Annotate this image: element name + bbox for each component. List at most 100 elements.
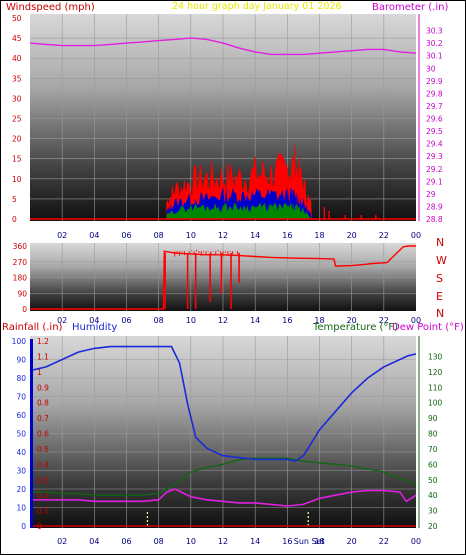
baro-y-tick-label: 29.6 (426, 115, 443, 124)
rainfall-y-tick-label: 1 (37, 368, 42, 377)
baro-y-tick-label: 30 (426, 64, 436, 73)
x-tick-label: 08 (154, 231, 164, 240)
rainfall-y-tick-label: 0.4 (37, 460, 49, 469)
humidity-y-tick-label: 100 (12, 337, 27, 346)
wind-y-tick-label: 0 (12, 215, 17, 224)
baro-y-tick-label: 28.8 (426, 215, 443, 224)
x-tick-label: 14 (250, 316, 260, 325)
temp-y-tick-label: 50 (428, 476, 438, 485)
humidity-y-tick-label: 30 (16, 467, 26, 476)
wind-y-tick-label: 35 (12, 74, 22, 83)
baro-y-tick-label: 29.5 (426, 127, 443, 136)
compass-label: W (436, 254, 447, 267)
temp-y-tick-label: 70 (428, 445, 438, 454)
x-tick-label: 18 (314, 537, 324, 546)
x-tick-label: 20 (347, 316, 357, 325)
temp-y-tick-label: 90 (428, 414, 438, 423)
dewpoint-axis-title: Dew Point (°F) (392, 322, 464, 333)
wind-y-tick-label: 10 (12, 175, 22, 184)
baro-y-tick-label: 29.2 (426, 165, 443, 174)
dir-y-tick-label: 180 (13, 274, 28, 283)
x-tick-label: 16 (282, 537, 292, 546)
x-tick-label: 02 (57, 537, 67, 546)
x-tick-label: 04 (89, 231, 99, 240)
baro-y-tick-label: 29 (426, 190, 436, 199)
x-tick-label: 16 (282, 316, 292, 325)
compass-label: S (436, 272, 443, 285)
barometer-axis-title: Barometer (.in) (372, 2, 448, 13)
x-tick-label: 06 (121, 231, 131, 240)
x-tick-label: 06 (121, 537, 131, 546)
wind-y-tick-label: 5 (12, 195, 17, 204)
x-tick-label: 00 (411, 316, 421, 325)
baro-y-tick-label: 29.3 (426, 152, 443, 161)
humidity-y-tick-label: 90 (16, 356, 26, 365)
temp-y-tick-label: 60 (428, 460, 438, 469)
x-tick-label: 16 (282, 231, 292, 240)
baro-y-tick-label: 29.9 (426, 77, 443, 86)
x-tick-label: 00 (411, 537, 421, 546)
dir-y-tick-label: 270 (13, 258, 28, 267)
temperature-axis-title: Temperature (°F) (312, 322, 398, 333)
x-tick-label: 10 (186, 537, 196, 546)
humidity-axis-title: Humidity (72, 322, 117, 333)
wind-y-tick-label: 30 (12, 94, 22, 103)
x-tick-label: 08 (154, 537, 164, 546)
x-tick-label: 06 (121, 316, 131, 325)
humidity-y-tick-label: 70 (16, 393, 26, 402)
compass-label: N (436, 307, 444, 320)
temp-y-tick-label: 40 (428, 491, 438, 500)
x-tick-label: 22 (379, 231, 389, 240)
temp-y-tick-label: 120 (428, 368, 443, 377)
dir-y-tick-label: 0 (22, 305, 27, 314)
temp-y-tick-label: 80 (428, 430, 438, 439)
rainfall-axis-bar (30, 339, 33, 528)
wind-low-area (166, 202, 312, 219)
wind-y-tick-label: 20 (12, 135, 22, 144)
temp-y-tick-label: 130 (428, 352, 443, 361)
x-tick-label: 02 (57, 231, 67, 240)
rainfall-y-tick-label: 0.3 (37, 476, 49, 485)
x-tick-label: 10 (186, 316, 196, 325)
windspeed-axis-title: Windspeed (mph) (6, 2, 95, 13)
x-tick-label: 22 (379, 537, 389, 546)
rainfall-axis-title: Rainfall (.in) (2, 322, 63, 333)
dir-y-tick-label: 360 (13, 242, 28, 251)
sunset-label: Sun Set (294, 537, 325, 546)
rainfall-y-tick-label: 0.9 (37, 383, 49, 392)
x-tick-label: 20 (347, 231, 357, 240)
humidity-y-tick-label: 10 (16, 504, 26, 513)
temp-y-tick-label: 30 (428, 507, 438, 516)
rainfall-y-tick-label: 1.2 (37, 337, 49, 346)
humidity-y-tick-label: 40 (16, 448, 26, 457)
humidity-line (29, 345, 417, 463)
x-tick-label: 14 (250, 231, 260, 240)
wind-y-tick-label: 25 (12, 115, 22, 124)
x-tick-label: 18 (314, 231, 324, 240)
rainfall-y-tick-label: 0.7 (37, 414, 49, 423)
x-tick-label: 12 (218, 231, 228, 240)
wind-y-tick-label: 50 (12, 14, 22, 23)
temp-y-tick-label: 100 (428, 399, 443, 408)
baro-y-tick-label: 29.7 (426, 102, 443, 111)
wind-y-tick-label: 15 (12, 155, 22, 164)
x-tick-label: 04 (89, 316, 99, 325)
baro-y-tick-label: 30.3 (426, 27, 443, 36)
rainfall-y-tick-label: 0.5 (37, 445, 49, 454)
compass-label: E (436, 290, 443, 303)
x-tick-label: 10 (186, 231, 196, 240)
rainfall-y-tick-label: 0.8 (37, 399, 49, 408)
dir-y-tick-label: 90 (17, 289, 27, 298)
humidity-y-tick-label: 50 (16, 430, 26, 439)
baro-y-tick-label: 30.2 (426, 39, 443, 48)
x-tick-label: 14 (250, 537, 260, 546)
x-tick-label: 00 (411, 231, 421, 240)
humidity-y-tick-label: 20 (16, 485, 26, 494)
baro-y-tick-label: 29.8 (426, 89, 443, 98)
x-tick-label: 04 (89, 537, 99, 546)
compass-label: N (436, 236, 444, 249)
temp-y-tick-label: 20 (428, 522, 438, 531)
humidity-y-tick-label: 60 (16, 411, 26, 420)
